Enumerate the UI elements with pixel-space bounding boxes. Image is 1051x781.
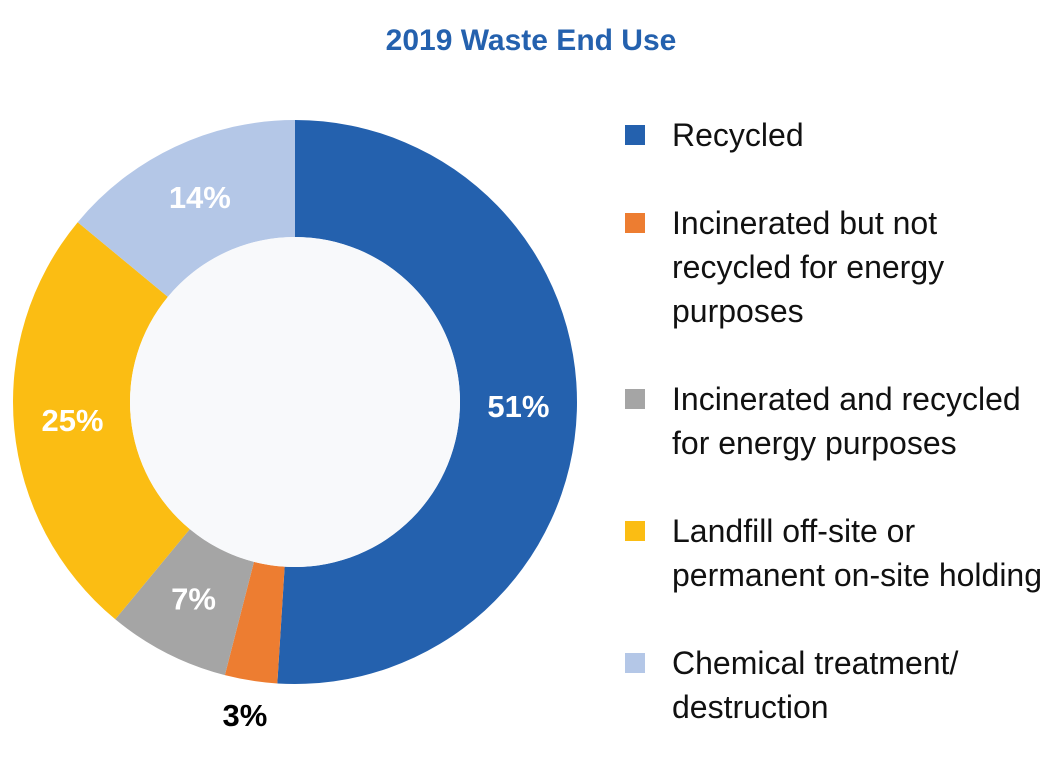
slice-label: 3%: [223, 698, 268, 733]
legend-item: Incinerated but not recycled for energy …: [625, 201, 1045, 333]
legend-item: Landfill off-site or permanent on-site h…: [625, 509, 1045, 597]
slice-label: 7%: [171, 581, 216, 616]
legend-label: Incinerated but not recycled for energy …: [672, 205, 945, 329]
legend-swatch: [625, 521, 645, 541]
slice-label: 25%: [41, 403, 103, 438]
legend-swatch: [625, 653, 645, 673]
legend-swatch: [625, 213, 645, 233]
slice-label: 51%: [487, 389, 549, 424]
donut-slice: [115, 529, 254, 676]
donut-slice: [12, 222, 190, 620]
legend-swatch: [625, 389, 645, 409]
legend-item: Incinerated and recycled for energy purp…: [625, 377, 1045, 465]
chart-title: 2019 Waste End Use: [386, 24, 677, 57]
legend-label: Landfill off-site or permanent on-site h…: [672, 513, 1043, 593]
donut-slice: [277, 120, 578, 685]
legend-swatch: [625, 125, 645, 145]
legend-label: Recycled: [672, 117, 804, 153]
donut-slice: [224, 561, 285, 684]
legend-item: Chemical treatment/ destruction: [625, 641, 1045, 729]
slice-label: 14%: [169, 180, 231, 215]
legend-label: Chemical treatment/ destruction: [672, 645, 959, 725]
legend-item: Recycled: [625, 113, 1045, 157]
legend-label: Incinerated and recycled for energy purp…: [672, 381, 1021, 461]
legend: Recycled Incinerated but not recycled for…: [625, 113, 1045, 729]
donut-hole: [130, 237, 460, 567]
donut-slice: [77, 119, 295, 297]
